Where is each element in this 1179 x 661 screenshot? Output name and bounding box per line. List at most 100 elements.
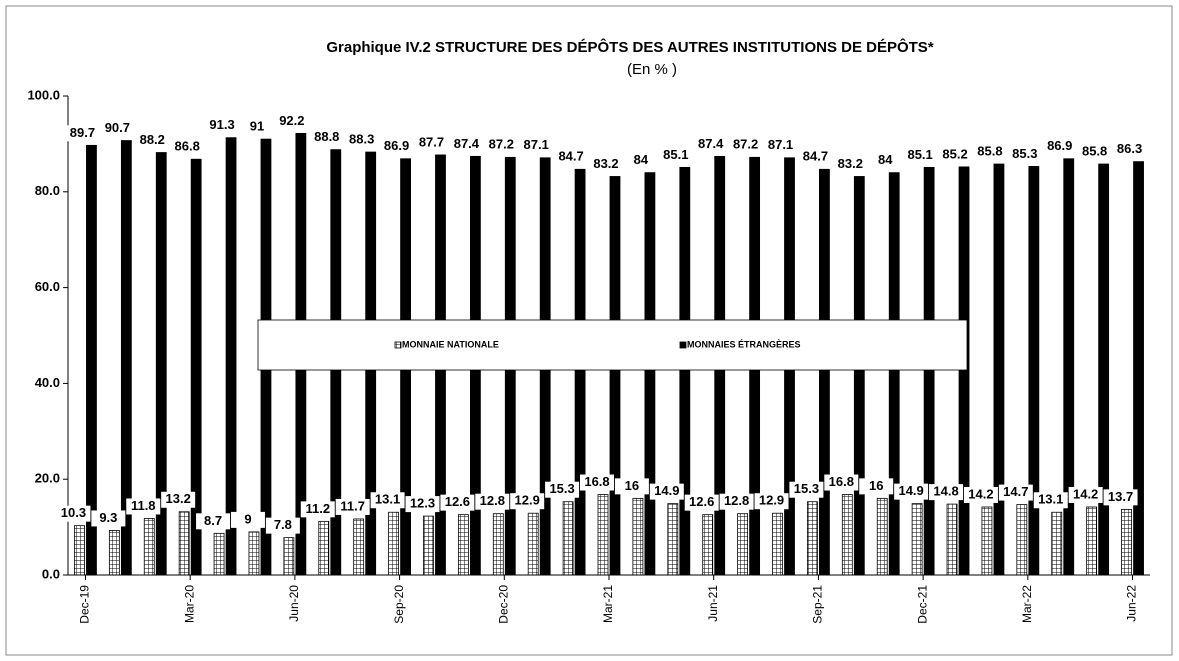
legend-label: MONNAIE NATIONALE: [402, 339, 499, 349]
value-label: 16.8: [829, 474, 854, 489]
value-label: 84: [878, 152, 893, 167]
label-bg: [658, 147, 693, 164]
label-bg: [300, 501, 335, 518]
label-bg: [100, 120, 135, 137]
bar: [981, 506, 993, 576]
bar: [574, 168, 586, 576]
value-label: 13.2: [166, 491, 191, 506]
x-tick-label: Mar-22: [1020, 585, 1034, 623]
value-label: 11.2: [305, 501, 330, 516]
label-bg: [649, 483, 684, 500]
x-tick-label: Sep-21: [811, 585, 825, 624]
bar: [667, 503, 679, 576]
value-label: 12.6: [445, 494, 470, 509]
value-label: 87.1: [524, 137, 549, 152]
bar: [819, 168, 830, 576]
label-bg: [929, 484, 964, 501]
bar: [609, 176, 621, 576]
value-label: 85.8: [1082, 143, 1107, 158]
value-label: 8.7: [204, 513, 222, 528]
value-label: 86.9: [1047, 138, 1072, 153]
bar: [772, 512, 783, 576]
bar: [562, 501, 574, 576]
y-tick-label: 100.0: [27, 87, 60, 102]
legend-swatch: [679, 341, 687, 349]
bar: [853, 176, 865, 576]
bar: [737, 513, 749, 576]
bar: [644, 172, 656, 576]
bar: [946, 503, 958, 576]
value-label: 84.7: [558, 149, 583, 164]
bar: [1086, 506, 1098, 576]
bar: [318, 520, 330, 576]
bar: [527, 512, 539, 576]
label-bg: [449, 136, 484, 153]
value-label: 14.2: [1073, 486, 1098, 501]
value-label: 87.2: [489, 137, 514, 152]
value-label: 12.8: [480, 493, 505, 508]
value-label: 92.2: [279, 113, 304, 128]
value-label: 9.3: [99, 510, 117, 525]
label-bg: [1112, 141, 1147, 158]
label-bg: [265, 517, 300, 534]
value-label: 11.8: [131, 498, 156, 513]
label-bg: [554, 149, 589, 166]
bar: [1063, 158, 1075, 576]
y-tick-label: 60.0: [35, 279, 60, 294]
label-bg: [379, 138, 414, 155]
bar: [679, 166, 691, 576]
value-label: 16.8: [584, 474, 609, 489]
label-bg: [938, 146, 973, 163]
label-bg: [370, 492, 405, 509]
bar: [841, 494, 853, 576]
label-bg: [545, 481, 580, 498]
bar: [1133, 161, 1144, 576]
bar: [1016, 504, 1028, 576]
label-bg: [833, 156, 868, 173]
value-label: 88.3: [349, 131, 374, 146]
chart-subtitle: (En % ): [627, 61, 677, 78]
bar: [993, 163, 1005, 576]
chart-title: Graphique IV.2 STRUCTURE DES DÉPÔTS DES …: [326, 38, 933, 56]
label-bg: [205, 117, 240, 134]
x-tick-label: Dec-19: [78, 585, 92, 624]
value-label: 7.8: [274, 517, 292, 532]
value-label: 86.8: [175, 139, 200, 154]
bar: [1098, 163, 1110, 576]
legend-swatch: [394, 341, 402, 349]
x-tick-label: Mar-21: [601, 585, 615, 623]
label-bg: [589, 156, 623, 173]
label-bg: [170, 139, 205, 156]
value-label: 87.1: [768, 137, 793, 152]
value-label: 85.3: [1012, 146, 1037, 161]
y-tick-label: 40.0: [35, 375, 60, 390]
y-tick-label: 0.0: [42, 566, 60, 581]
x-tick-label: Dec-20: [496, 585, 510, 624]
label-bg: [335, 498, 370, 515]
label-bg: [824, 474, 859, 491]
value-label: 87.4: [698, 136, 724, 151]
bar: [911, 503, 923, 576]
label-bg: [859, 478, 894, 495]
value-label: 91: [250, 119, 264, 134]
value-label: 12.8: [724, 493, 749, 508]
value-label: 87.2: [733, 137, 758, 152]
bar: [225, 137, 237, 576]
value-label: 13.1: [1038, 492, 1063, 507]
value-label: 16: [625, 478, 639, 493]
label-bg: [91, 510, 126, 527]
bar: [492, 513, 504, 576]
value-label: 85.8: [977, 143, 1002, 158]
x-tick-label: Jun-20: [287, 585, 301, 622]
bar: [213, 532, 225, 576]
value-label: 88.2: [140, 132, 165, 147]
label-bg: [1103, 489, 1138, 506]
value-label: 9: [244, 511, 251, 526]
bar: [190, 158, 202, 576]
bar: [108, 530, 120, 576]
bar: [1051, 511, 1063, 576]
bar: [888, 172, 900, 576]
value-label: 85.1: [663, 147, 688, 162]
label-bg: [684, 494, 719, 511]
